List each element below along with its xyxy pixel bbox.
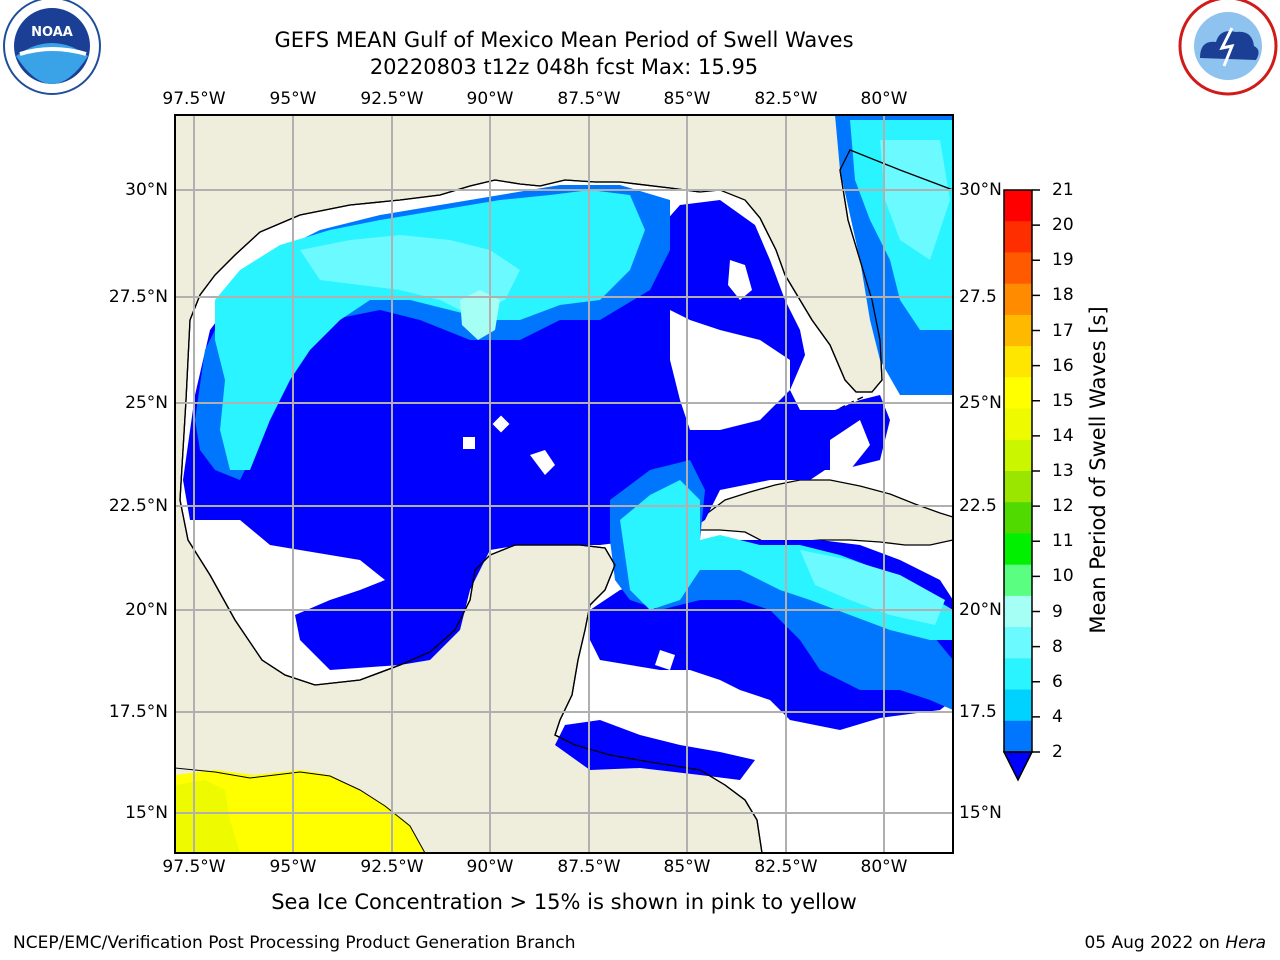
colorbar-segment bbox=[1004, 346, 1032, 378]
right-tick-label: 15°N bbox=[959, 803, 1002, 823]
no-data-patch bbox=[670, 310, 790, 430]
top-tick-label: 80°W bbox=[860, 89, 908, 109]
colorbar-tick-label: 12 bbox=[1052, 496, 1074, 517]
colorbar-segment bbox=[1004, 595, 1032, 628]
left-tick-label: 25°N bbox=[125, 393, 168, 413]
colorbar-segment bbox=[1004, 314, 1032, 347]
no-data-patch-4 bbox=[492, 415, 510, 433]
colorbar-segment bbox=[1004, 502, 1032, 534]
left-tick-label: 27.5°N bbox=[108, 287, 168, 307]
top-tick-label: 97.5°W bbox=[162, 89, 226, 109]
sea-ice-note: Sea Ice Concentration > 15% is shown in … bbox=[271, 890, 857, 914]
no-data-patch-5 bbox=[530, 450, 555, 475]
national-weather-service-logo bbox=[1178, 0, 1278, 96]
top-tick-label: 87.5°W bbox=[557, 89, 621, 109]
colorbar-label: Mean Period of Swell Waves [s] bbox=[1086, 306, 1110, 634]
colorbar-tick-label: 6 bbox=[1052, 671, 1063, 692]
no-data-patch-3 bbox=[463, 437, 475, 449]
top-tick-label: 92.5°W bbox=[360, 89, 424, 109]
left-tick-label: 15°N bbox=[125, 803, 168, 823]
bottom-tick-label: 97.5°W bbox=[162, 857, 226, 877]
colorbar-segment bbox=[1004, 408, 1032, 441]
footer-date-text: 05 Aug 2022 on bbox=[1084, 933, 1226, 953]
left-tick-label: 22.5°N bbox=[108, 496, 168, 516]
colorbar-tick-label: 10 bbox=[1052, 566, 1074, 587]
colorbar-segment bbox=[1004, 190, 1032, 222]
bottom-tick-label: 80°W bbox=[860, 857, 908, 877]
colorbar-segment bbox=[1004, 283, 1032, 316]
colorbar-tick-label: 11 bbox=[1052, 531, 1074, 552]
colorbar-tick-label: 2 bbox=[1052, 742, 1063, 762]
top-tick-label: 90°W bbox=[466, 89, 514, 109]
top-tick-label: 95°W bbox=[269, 89, 317, 109]
colorbar-segment bbox=[1004, 689, 1032, 722]
footer-date: 05 Aug 2022 on Hera bbox=[1084, 933, 1266, 953]
colorbar bbox=[1002, 189, 1040, 782]
colorbar-segment bbox=[1004, 720, 1032, 753]
colorbar-segment bbox=[1004, 377, 1032, 410]
high-period-region-inner bbox=[175, 780, 240, 853]
bottom-tick-label: 85°W bbox=[663, 857, 711, 877]
colorbar-segment bbox=[1004, 658, 1032, 691]
right-tick-label: 30°N bbox=[959, 180, 1002, 200]
bottom-tick-label: 95°W bbox=[269, 857, 317, 877]
colorbar-tick-label: 17 bbox=[1052, 320, 1074, 341]
bottom-tick-label: 87.5°W bbox=[557, 857, 621, 877]
colorbar-tick-label: 21 bbox=[1052, 180, 1074, 200]
no-data-patch-6 bbox=[830, 420, 870, 470]
colorbar-segment bbox=[1004, 533, 1032, 566]
noaa-logo: NOAA bbox=[3, 0, 101, 95]
footer-credit: NCEP/EMC/Verification Post Processing Pr… bbox=[13, 933, 576, 953]
chart-subtitle: 20220803 t12z 048h fcst Max: 15.95 bbox=[369, 55, 759, 79]
map-frame bbox=[174, 114, 954, 854]
right-tick-label: 27.5 bbox=[959, 287, 997, 307]
colorbar-tick-label: 19 bbox=[1052, 250, 1074, 271]
swell-region-6-8-east bbox=[880, 140, 950, 260]
no-data-patch-7 bbox=[655, 650, 675, 670]
right-tick-label: 25°N bbox=[959, 393, 1002, 413]
footer-host: Hera bbox=[1225, 933, 1266, 953]
map-gridlines bbox=[175, 115, 953, 853]
chart-title: GEFS MEAN Gulf of Mexico Mean Period of … bbox=[274, 28, 854, 52]
colorbar-segment bbox=[1004, 627, 1032, 659]
bottom-tick-label: 92.5°W bbox=[360, 857, 424, 877]
top-tick-label: 85°W bbox=[663, 89, 711, 109]
colorbar-tick-label: 14 bbox=[1052, 425, 1074, 446]
colorbar-segment bbox=[1004, 439, 1032, 472]
swell-region-low-south bbox=[555, 720, 755, 780]
colorbar-segment bbox=[1004, 564, 1032, 597]
top-tick-label: 82.5°W bbox=[754, 89, 818, 109]
colorbar-tick-label: 9 bbox=[1052, 601, 1063, 622]
left-tick-label: 30°N bbox=[125, 180, 168, 200]
bottom-tick-label: 82.5°W bbox=[754, 857, 818, 877]
high-period-region bbox=[175, 770, 425, 853]
swell-region-6-8-caribbean bbox=[800, 550, 945, 625]
colorbar-tick-label: 18 bbox=[1052, 285, 1074, 306]
right-tick-label: 20°N bbox=[959, 600, 1002, 620]
colorbar-tick-label: 15 bbox=[1052, 390, 1074, 411]
right-tick-label: 17.5 bbox=[959, 702, 997, 722]
no-data-patch-2 bbox=[728, 260, 752, 300]
bottom-tick-label: 90°W bbox=[466, 857, 514, 877]
colorbar-tick-label: 20 bbox=[1052, 215, 1074, 236]
colorbar-under-arrow bbox=[1002, 751, 1034, 782]
colorbar-segment bbox=[1004, 252, 1032, 285]
left-tick-label: 17.5°N bbox=[108, 702, 168, 722]
colorbar-tick-label: 13 bbox=[1052, 461, 1074, 481]
left-tick-label: 20°N bbox=[125, 600, 168, 620]
right-tick-label: 22.5 bbox=[959, 496, 997, 516]
colorbar-tick-label: 16 bbox=[1052, 355, 1074, 376]
colorbar-tick-label: 8 bbox=[1052, 636, 1063, 657]
svg-text:NOAA: NOAA bbox=[31, 25, 73, 40]
colorbar-tick-label: 4 bbox=[1052, 706, 1063, 727]
swell-region-low bbox=[183, 200, 890, 670]
colorbar-segment bbox=[1004, 471, 1032, 503]
swell-region-6-8 bbox=[300, 235, 520, 315]
colorbar-segment bbox=[1004, 221, 1032, 253]
